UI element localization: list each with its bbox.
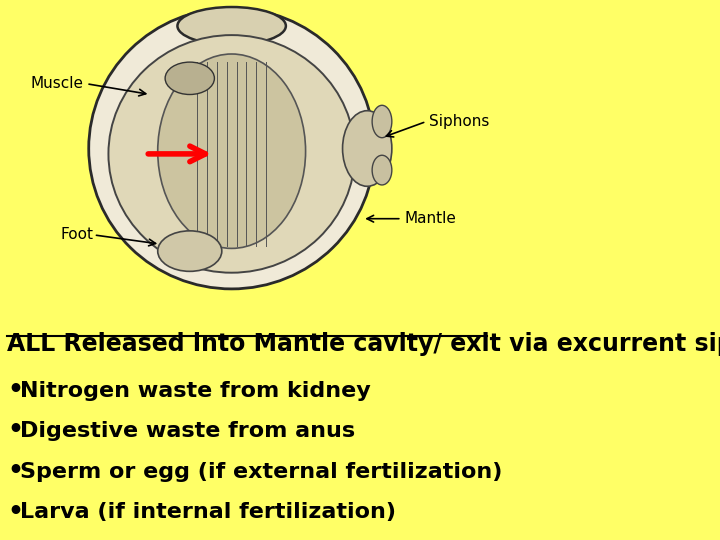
Text: Foot: Foot (60, 227, 94, 242)
Ellipse shape (343, 111, 392, 186)
Text: Siphons: Siphons (429, 114, 489, 129)
Ellipse shape (158, 231, 222, 271)
Text: •: • (7, 378, 23, 402)
Ellipse shape (177, 7, 286, 45)
Text: Nitrogen waste from kidney: Nitrogen waste from kidney (19, 381, 371, 401)
Ellipse shape (372, 105, 392, 138)
Text: Muscle: Muscle (31, 76, 84, 91)
Ellipse shape (372, 155, 392, 185)
Ellipse shape (158, 54, 305, 248)
Text: •: • (7, 459, 23, 483)
Text: Digestive waste from anus: Digestive waste from anus (19, 421, 355, 441)
Text: •: • (7, 500, 23, 523)
Text: •: • (7, 418, 23, 442)
Text: Mantle: Mantle (404, 211, 456, 226)
Text: Larva (if internal fertilization): Larva (if internal fertilization) (19, 502, 396, 522)
Text: Sperm or egg (if external fertilization): Sperm or egg (if external fertilization) (19, 462, 502, 482)
Text: ALL Released into Mantle cavity/ exit via excurrent siphon: ALL Released into Mantle cavity/ exit vi… (7, 332, 720, 356)
Ellipse shape (109, 35, 355, 273)
Ellipse shape (89, 8, 374, 289)
Ellipse shape (165, 62, 215, 94)
